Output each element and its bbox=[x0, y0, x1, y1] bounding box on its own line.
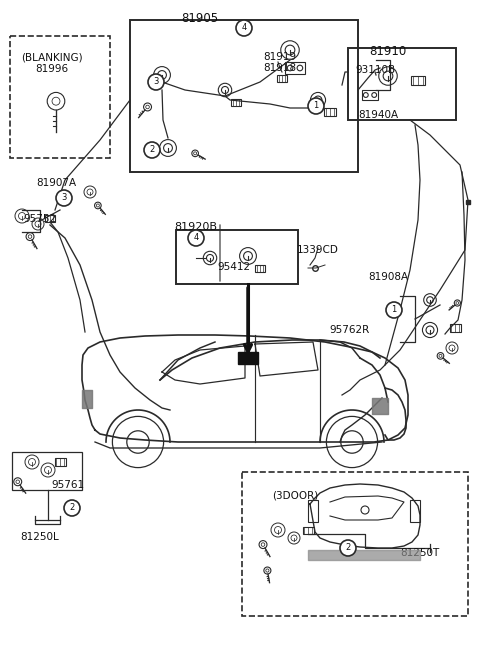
Text: 81996: 81996 bbox=[36, 64, 69, 74]
Bar bbox=[130, 20, 358, 172]
Text: 2: 2 bbox=[70, 504, 74, 512]
Bar bbox=[238, 352, 258, 364]
Text: 3: 3 bbox=[153, 77, 159, 86]
Text: 93110B: 93110B bbox=[355, 65, 395, 75]
Text: 81250T: 81250T bbox=[400, 548, 440, 558]
Text: 81907A: 81907A bbox=[36, 178, 76, 188]
Bar bbox=[12, 452, 82, 490]
Text: 4: 4 bbox=[241, 24, 247, 33]
Text: 95761: 95761 bbox=[51, 480, 84, 490]
Circle shape bbox=[340, 540, 356, 556]
Circle shape bbox=[236, 20, 252, 36]
Bar bbox=[55, 458, 65, 466]
Text: 95752: 95752 bbox=[24, 214, 57, 224]
Text: 1339CD: 1339CD bbox=[297, 245, 339, 255]
Bar bbox=[45, 214, 55, 221]
Bar bbox=[255, 265, 265, 272]
Bar bbox=[242, 472, 468, 616]
Circle shape bbox=[144, 142, 160, 158]
Circle shape bbox=[64, 500, 80, 516]
Text: 81250L: 81250L bbox=[21, 532, 60, 542]
Bar bbox=[302, 527, 313, 534]
Text: 1: 1 bbox=[313, 102, 319, 111]
Text: (BLANKING): (BLANKING) bbox=[21, 52, 83, 62]
Text: 81910: 81910 bbox=[370, 45, 407, 58]
Circle shape bbox=[56, 190, 72, 206]
Text: 3: 3 bbox=[61, 193, 67, 202]
Bar bbox=[10, 36, 110, 158]
Bar bbox=[324, 108, 336, 116]
Text: 2: 2 bbox=[149, 145, 155, 155]
Circle shape bbox=[386, 302, 402, 318]
Bar bbox=[361, 90, 378, 100]
Bar bbox=[231, 98, 241, 105]
Text: 81918: 81918 bbox=[264, 63, 297, 73]
Bar bbox=[411, 75, 425, 84]
Circle shape bbox=[148, 74, 164, 90]
Bar bbox=[277, 75, 287, 81]
Circle shape bbox=[308, 98, 324, 114]
Bar bbox=[449, 324, 460, 332]
Bar bbox=[308, 500, 318, 522]
Circle shape bbox=[188, 230, 204, 246]
Bar bbox=[348, 48, 456, 120]
Text: 1: 1 bbox=[391, 305, 396, 314]
Text: 81919: 81919 bbox=[264, 52, 297, 62]
Text: 4: 4 bbox=[193, 233, 199, 242]
Text: 2: 2 bbox=[346, 544, 350, 553]
Text: 81908A: 81908A bbox=[368, 272, 408, 282]
Bar bbox=[285, 62, 305, 73]
Text: 81905: 81905 bbox=[181, 12, 218, 25]
Bar bbox=[410, 500, 420, 522]
Text: 81940A: 81940A bbox=[358, 110, 398, 120]
Text: 81920B: 81920B bbox=[175, 222, 217, 232]
Text: (3DOOR): (3DOOR) bbox=[272, 490, 318, 500]
Bar bbox=[176, 230, 298, 284]
Text: 95412: 95412 bbox=[217, 262, 251, 272]
Text: 95762R: 95762R bbox=[330, 325, 370, 335]
